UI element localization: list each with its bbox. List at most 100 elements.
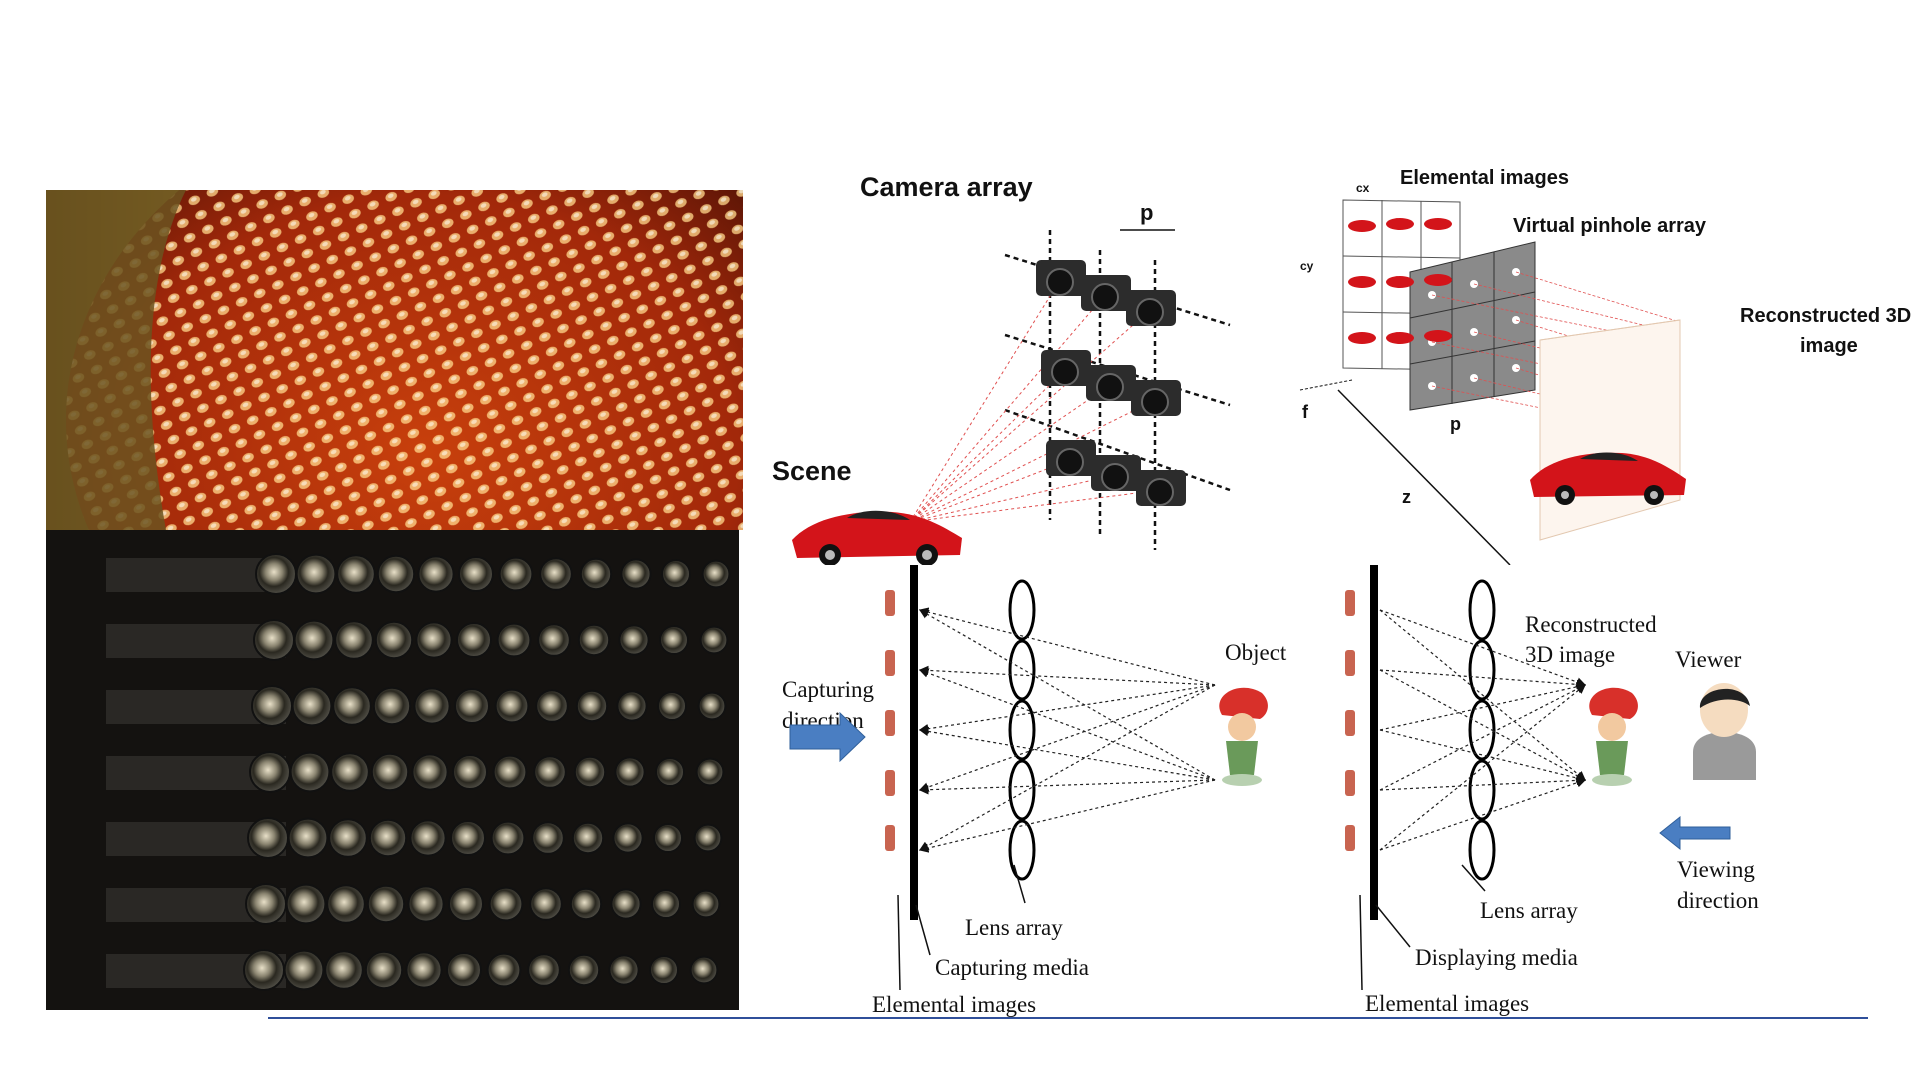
camera-lens: [417, 555, 455, 593]
p-label: p: [1450, 414, 1461, 434]
light-ray: [918, 684, 1216, 792]
camera-lens: [407, 885, 445, 923]
light-ray: [918, 609, 1216, 781]
elemental-image: [1345, 590, 1355, 616]
elemental-car: [1348, 332, 1376, 344]
f-label: f: [1302, 402, 1309, 422]
camera-lens: [289, 751, 331, 793]
lens: [1468, 759, 1496, 821]
camera-lens: [659, 625, 689, 655]
light-ray: [1379, 729, 1587, 783]
elemental-car: [1424, 274, 1452, 286]
camera-lens: [450, 820, 486, 856]
light-ray: [1379, 609, 1587, 687]
light-ray: [1379, 778, 1587, 851]
reconstructed-car: [1530, 452, 1686, 505]
light-ray: [1379, 669, 1587, 690]
camera-lens: [577, 623, 611, 657]
camera-lens: [616, 690, 648, 722]
viewing-direction-label-1: Viewing: [1677, 857, 1755, 882]
camera-lens: [1051, 358, 1079, 386]
display-elemental-images-label: Elemental images: [1365, 991, 1529, 1016]
camera-lens: [535, 689, 569, 723]
camera-lens: [458, 556, 494, 592]
camera-lens: [370, 752, 410, 792]
camera-lens: [649, 955, 679, 985]
camera-lens: [651, 889, 681, 919]
lens: [1008, 819, 1036, 881]
camera-lens: [653, 823, 683, 853]
elemental-image: [885, 770, 895, 796]
z-label: z: [1402, 487, 1411, 507]
object-label: Object: [1225, 640, 1287, 665]
lens: [1008, 579, 1036, 641]
camera-lens: [571, 821, 605, 855]
camera-lens: [608, 954, 640, 986]
camera-lens: [293, 619, 335, 661]
capture-ray: [909, 474, 1116, 523]
camera-lens: [295, 553, 337, 595]
camera-array-photo: [46, 530, 739, 1010]
recon-3d-label-2: image: [1800, 335, 1858, 357]
camera-array-diagram: Camera array Scene p: [770, 160, 1300, 566]
viewing-direction-label-2: direction: [1677, 888, 1759, 913]
capturing-direction-arrow: [789, 711, 866, 763]
pitch-label: p: [1140, 200, 1153, 225]
camera-lens: [533, 755, 567, 789]
camera-lens: [334, 620, 374, 660]
camera-lens: [374, 620, 414, 660]
displaying-media-label: Displaying media: [1415, 945, 1578, 970]
light-ray: [918, 668, 1216, 781]
camera-lens: [251, 685, 293, 727]
light-ray: [918, 684, 1216, 734]
scene-label: Scene: [772, 456, 852, 486]
camera-lens: [575, 689, 609, 723]
light-ray: [1379, 609, 1586, 781]
lens: [1008, 759, 1036, 821]
elemental-images-label: Elemental images: [1400, 167, 1569, 189]
light-ray: [1379, 775, 1587, 791]
camera-lens: [1136, 298, 1164, 326]
elemental-image: [1345, 650, 1355, 676]
camera-lens: [456, 622, 492, 658]
elemental-car: [1386, 276, 1414, 288]
light-ray: [918, 684, 1216, 851]
capturing-direction-label-1: Capturing: [782, 677, 874, 702]
lens: [1468, 699, 1496, 761]
elemental-image: [885, 590, 895, 616]
reconstruction-box: [1539, 319, 1681, 541]
lens: [1468, 819, 1496, 881]
light-ray: [918, 779, 1216, 853]
camera-lens: [376, 554, 416, 594]
camera-lens: [326, 884, 366, 924]
camera-array-title: Camera array: [860, 172, 1033, 202]
lens: [1468, 639, 1496, 701]
cx-label: cx: [1356, 181, 1370, 195]
capture-lens-array-label: Lens array: [965, 915, 1063, 940]
camera-lens: [701, 559, 731, 589]
elemental-car: [1348, 220, 1376, 232]
light-ray: [918, 726, 1216, 781]
camera-lens: [529, 887, 563, 921]
camera-lens: [488, 886, 524, 922]
capturing-media-bar: [910, 565, 918, 920]
capture-ray: [909, 459, 1071, 523]
camera-lens: [255, 553, 297, 595]
capture-ray: [909, 489, 1161, 523]
camera-lens: [579, 557, 613, 591]
camera-lens: [486, 952, 522, 988]
capture-ray: [909, 399, 1156, 523]
camera-lens: [689, 955, 719, 985]
camera-lens: [492, 754, 528, 790]
capture-ray: [909, 279, 1061, 523]
camera-lens: [243, 949, 285, 991]
reconstruction-ray: [1515, 271, 1681, 323]
camera-lens: [496, 622, 532, 658]
camera-lens: [655, 757, 685, 787]
camera-lens: [415, 621, 453, 659]
camera-lens: [330, 752, 370, 792]
elemental-image: [1345, 825, 1355, 851]
light-ray: [1379, 669, 1587, 781]
camera-lens: [1091, 283, 1119, 311]
recon-3d-label-1: Reconstructed 3D: [1740, 305, 1911, 327]
